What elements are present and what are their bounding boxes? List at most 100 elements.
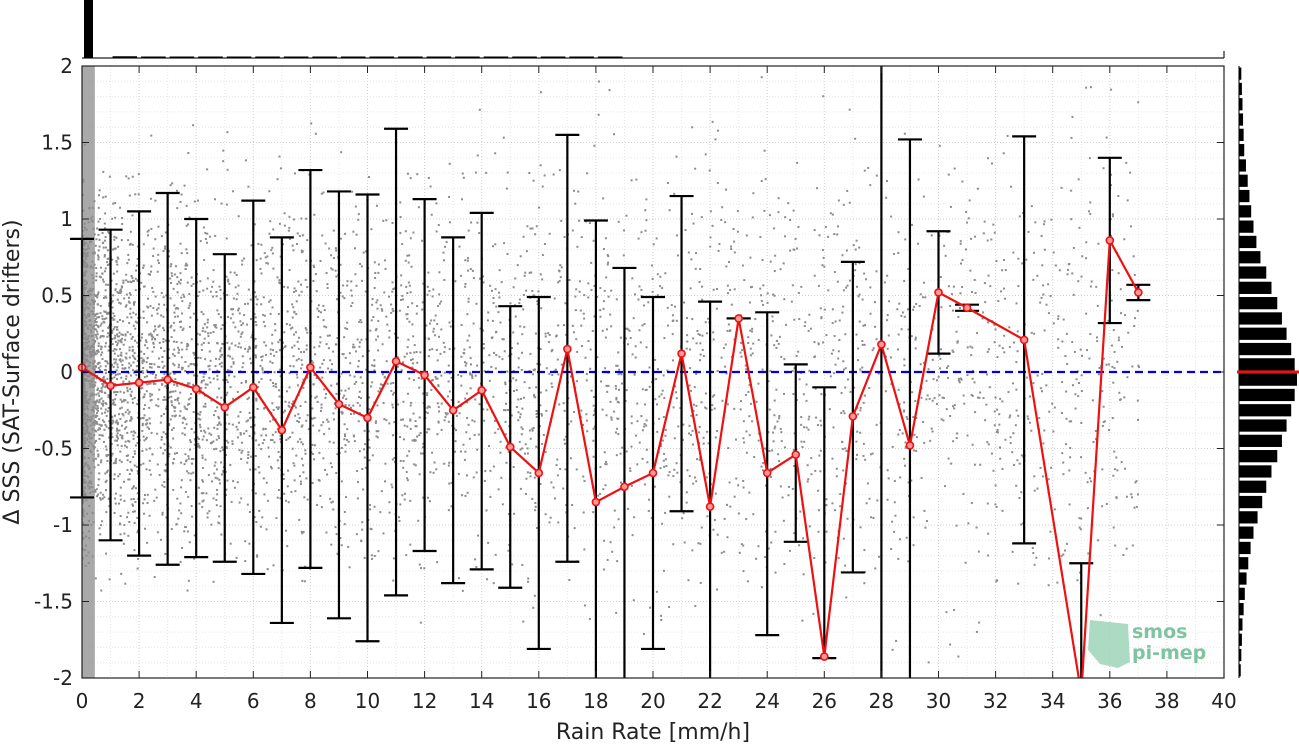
scatter-point bbox=[428, 290, 431, 293]
scatter-point bbox=[531, 373, 534, 376]
scatter-point bbox=[476, 448, 479, 451]
scatter-point bbox=[519, 416, 522, 419]
scatter-point bbox=[191, 462, 194, 465]
scatter-point bbox=[467, 300, 470, 303]
scatter-point bbox=[806, 480, 809, 483]
scatter-point bbox=[539, 348, 542, 351]
scatter-point bbox=[373, 369, 376, 372]
scatter-point bbox=[582, 475, 585, 478]
scatter-point bbox=[114, 216, 117, 219]
scatter-point bbox=[393, 287, 396, 290]
scatter-point bbox=[114, 497, 117, 500]
scatter-point bbox=[235, 425, 238, 428]
scatter-point bbox=[102, 378, 105, 381]
scatter-point bbox=[656, 368, 659, 371]
scatter-point bbox=[103, 255, 106, 258]
scatter-point bbox=[274, 431, 277, 434]
scatter-point bbox=[416, 361, 419, 364]
scatter-point bbox=[82, 310, 85, 313]
scatter-point bbox=[201, 466, 204, 469]
scatter-point bbox=[629, 470, 632, 473]
scatter-point bbox=[136, 492, 139, 495]
scatter-point bbox=[91, 428, 94, 431]
scatter-point bbox=[266, 255, 269, 258]
scatter-point bbox=[136, 341, 139, 344]
scatter-point bbox=[656, 403, 658, 406]
scatter-point bbox=[620, 373, 623, 376]
scatter-point bbox=[97, 303, 100, 306]
scatter-point bbox=[92, 306, 95, 309]
scatter-point bbox=[383, 480, 386, 483]
scatter-point bbox=[85, 424, 88, 427]
scatter-point bbox=[738, 551, 741, 554]
scatter-point bbox=[902, 410, 905, 413]
scatter-point bbox=[862, 401, 865, 404]
scatter-point bbox=[609, 400, 612, 403]
scatter-point bbox=[842, 410, 845, 413]
scatter-point bbox=[766, 292, 769, 295]
scatter-point bbox=[210, 433, 213, 436]
scatter-point bbox=[90, 354, 93, 357]
scatter-point bbox=[271, 361, 274, 364]
scatter-point bbox=[1056, 581, 1059, 584]
scatter-point bbox=[883, 281, 886, 284]
scatter-point bbox=[263, 493, 266, 496]
scatter-point bbox=[590, 261, 593, 264]
scatter-point bbox=[85, 254, 88, 257]
scatter-point bbox=[855, 285, 858, 288]
scatter-point bbox=[115, 393, 118, 396]
scatter-point bbox=[656, 273, 659, 276]
scatter-point bbox=[97, 392, 100, 395]
scatter-point bbox=[502, 136, 505, 139]
scatter-point bbox=[164, 339, 167, 342]
scatter-point bbox=[317, 304, 320, 307]
scatter-point bbox=[690, 258, 693, 261]
scatter-point bbox=[100, 353, 103, 356]
scatter-point bbox=[391, 406, 394, 409]
scatter-point bbox=[450, 399, 453, 402]
scatter-point bbox=[275, 385, 278, 388]
scatter-point bbox=[351, 190, 354, 193]
scatter-point bbox=[232, 308, 235, 311]
scatter-point bbox=[91, 274, 94, 277]
scatter-point bbox=[317, 310, 320, 313]
scatter-point bbox=[350, 305, 353, 308]
scatter-point bbox=[158, 357, 161, 360]
scatter-point bbox=[306, 239, 309, 242]
scatter-point bbox=[844, 564, 847, 567]
scatter-point bbox=[265, 261, 268, 264]
scatter-point bbox=[418, 386, 421, 389]
scatter-point bbox=[291, 447, 294, 450]
scatter-point bbox=[84, 412, 87, 415]
scatter-point bbox=[325, 326, 328, 329]
scatter-point bbox=[189, 439, 192, 442]
scatter-point bbox=[1095, 437, 1098, 440]
scatter-point bbox=[145, 390, 148, 393]
scatter-point bbox=[254, 454, 257, 457]
scatter-point bbox=[192, 312, 195, 315]
scatter-point bbox=[143, 439, 146, 442]
top-hist-bar bbox=[84, 0, 93, 58]
scatter-point bbox=[584, 356, 587, 359]
right-hist-bar bbox=[1239, 159, 1246, 172]
right-hist-bar bbox=[1239, 572, 1247, 585]
scatter-point bbox=[563, 235, 566, 238]
scatter-point bbox=[1087, 552, 1090, 555]
scatter-point bbox=[708, 169, 711, 172]
scatter-point bbox=[350, 294, 353, 297]
scatter-point bbox=[237, 330, 240, 333]
scatter-point bbox=[644, 209, 647, 212]
scatter-point bbox=[550, 481, 553, 484]
scatter-point bbox=[702, 442, 705, 445]
scatter-point bbox=[126, 390, 129, 393]
scatter-point bbox=[263, 406, 266, 409]
scatter-point bbox=[120, 333, 123, 336]
scatter-point bbox=[938, 144, 941, 147]
scatter-point bbox=[215, 447, 218, 450]
scatter-point bbox=[241, 366, 244, 369]
scatter-point bbox=[526, 225, 529, 228]
scatter-point bbox=[665, 465, 668, 468]
scatter-point bbox=[269, 352, 272, 355]
scatter-point bbox=[204, 402, 207, 405]
scatter-point bbox=[711, 224, 714, 227]
